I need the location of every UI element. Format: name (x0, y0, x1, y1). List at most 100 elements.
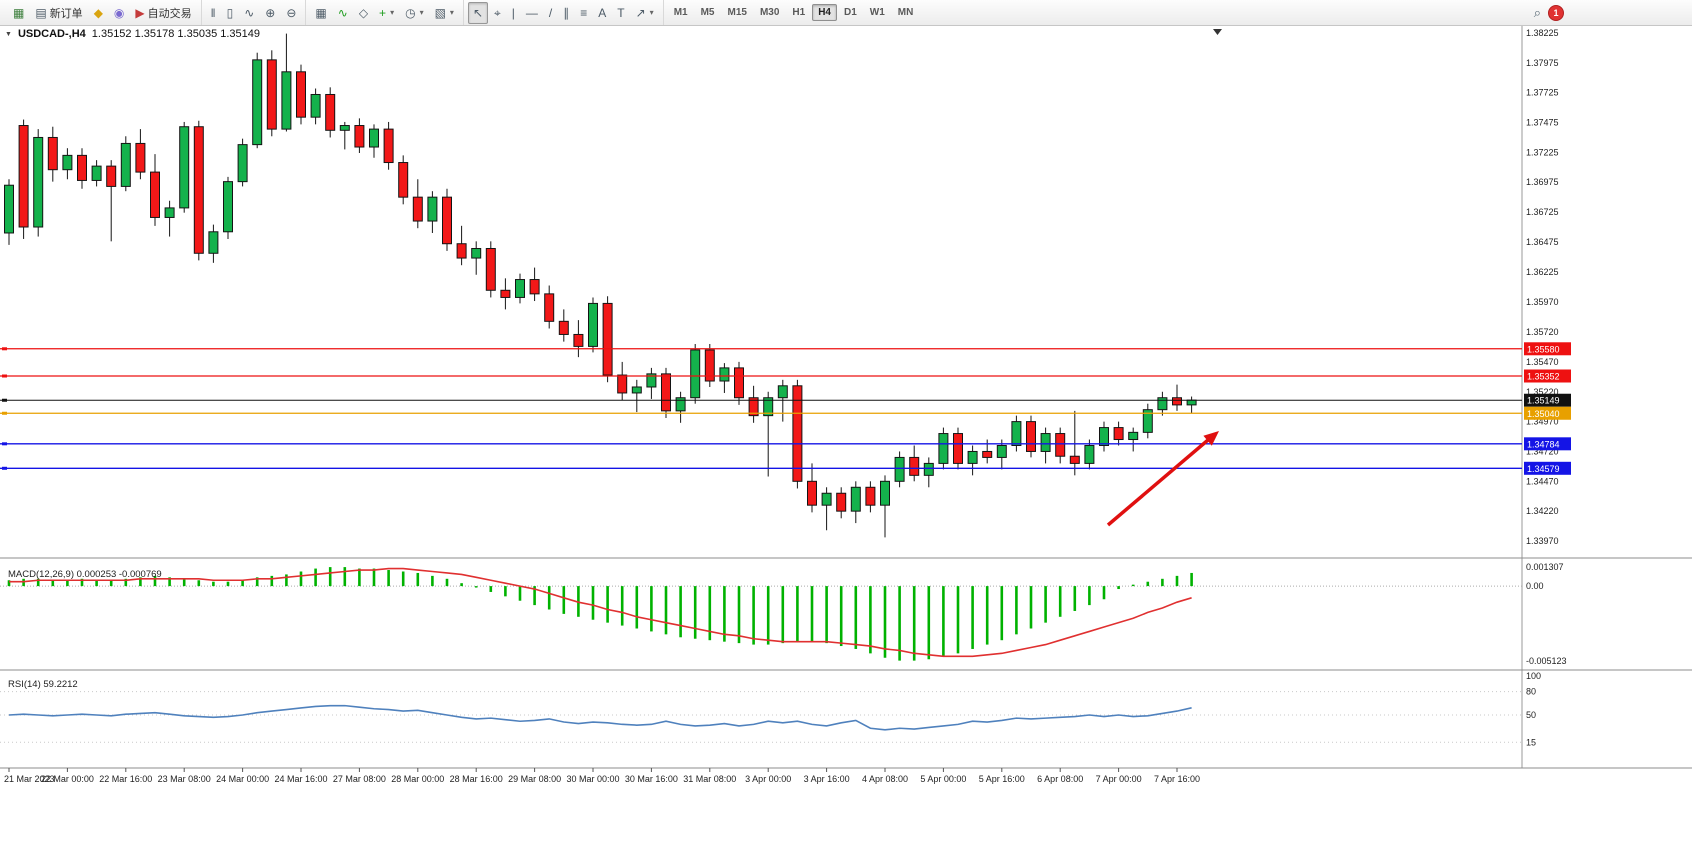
candle (4, 184, 14, 234)
horizontal-line-button[interactable]: — (521, 2, 543, 24)
timeframe-m15[interactable]: M15 (727, 7, 747, 18)
text-tool-button[interactable]: A (593, 2, 611, 24)
tile-windows-button[interactable]: ▦ (310, 2, 331, 24)
arrows-button[interactable]: ↗ ▾ (631, 2, 659, 24)
timeframe-m1[interactable]: M1 (673, 7, 688, 18)
chart-shift-marker-icon[interactable] (1213, 29, 1222, 35)
line-chart-mode-button[interactable]: ∿ (239, 2, 259, 24)
search-icon[interactable]: ⌕ (1533, 5, 1541, 20)
trendline-button[interactable]: / (544, 2, 557, 24)
candle (938, 433, 949, 464)
line-handle[interactable] (2, 442, 7, 446)
trend-arrow[interactable] (1106, 431, 1219, 527)
panel-separators (0, 557, 1692, 769)
line-handle[interactable] (2, 411, 7, 415)
candle (953, 433, 963, 464)
candle (529, 279, 540, 295)
auto-trading-label: 自动交易 (147, 7, 192, 20)
price-badge-label: 1.34579 (1527, 464, 1560, 474)
new-order-label: 新订单 (49, 7, 83, 20)
auto-trading-button[interactable]: ▶ 自动交易 (130, 2, 196, 24)
crosshair-button[interactable]: ⌖ (489, 2, 506, 24)
candle (369, 128, 379, 148)
candle (252, 59, 263, 146)
notification-badge[interactable]: 1 (1548, 5, 1564, 21)
price-badge-label: 1.35352 (1527, 372, 1560, 382)
zoom-out-button[interactable]: ⊖ (281, 2, 301, 24)
new-chart-button[interactable]: ▦ (8, 2, 29, 24)
crosshair-icon: ⌖ (494, 5, 501, 20)
candle (850, 486, 861, 512)
profiles-button[interactable]: ◆ (89, 2, 108, 24)
candle (909, 456, 920, 476)
new-order-icon: ▤ (35, 5, 47, 20)
add-indicator-button[interactable]: + ▾ (374, 2, 399, 24)
time-axis-label: 4 Apr 08:00 (862, 774, 908, 784)
price-scale[interactable]: 1.38225 1.37975 1.37725 1.37475 1.37225 1.369… (1521, 26, 1559, 768)
price-axis-label: 1.37475 (1526, 118, 1559, 128)
toolbar-groups: ▦ ▤ 新订单 ◆ ◉ ▶ 自动交易 ‖ ▯ ∿ ⊕ ⊖ ▦ ∿ ◇ + ▾ ◷ ▾ ▧ ▾ ↖ ⌖ | — / ∥ ≡ A T ↗ ▾ (4, 0, 664, 25)
timeframe-h4[interactable]: H4 (812, 4, 837, 21)
templates-icon: ▧ (434, 5, 446, 20)
line-handle[interactable] (2, 398, 7, 402)
time-axis-label: 23 Mar 08:00 (158, 774, 211, 784)
toolbar-group: ▦ ▤ 新订单 ◆ ◉ ▶ 自动交易 (4, 0, 202, 25)
candle (1142, 409, 1153, 433)
candle (1069, 455, 1080, 464)
timeframe-w1[interactable]: W1 (869, 7, 885, 18)
price-badge-label: 1.35580 (1527, 344, 1560, 354)
hline-layer: 1.35580 1.35352 1.35149 1.35040 1.34784 1.345… (0, 342, 1571, 475)
bar-chart-mode-button[interactable]: ‖ (206, 2, 221, 24)
line-handle[interactable] (2, 466, 7, 470)
candle (383, 128, 394, 164)
chart-window: ▼ USDCAD-,H4 1.35152 1.35178 1.35035 1.3… (0, 26, 1692, 850)
chevron-down-icon: ▾ (419, 8, 424, 17)
chart-symbol-period: USDCAD-,H4 (17, 28, 86, 40)
price-axis-label: 1.37725 (1526, 88, 1559, 98)
price-badge-label: 1.34784 (1527, 439, 1560, 449)
chart-ohlc-values: 1.35152 1.35178 1.35035 1.35149 (91, 28, 260, 40)
new-order-button[interactable]: ▤ 新订单 (30, 2, 87, 24)
time-axis-label: 28 Mar 00:00 (391, 774, 444, 784)
candle (500, 289, 511, 298)
price-axis-label: 1.35970 (1526, 297, 1559, 307)
trendline-icon: / (548, 5, 553, 20)
timeframe-mn[interactable]: MN (897, 7, 914, 18)
price-axis-label: 1.36475 (1526, 237, 1559, 247)
candle (836, 492, 847, 512)
vertical-line-button[interactable]: | (507, 2, 520, 24)
candle (661, 373, 671, 412)
timeframe-m5[interactable]: M5 (700, 7, 715, 18)
indicator-list-button[interactable]: ∿ (333, 2, 353, 24)
equidistant-channel-icon: ∥ (563, 5, 570, 20)
candle (894, 456, 905, 482)
candle (1055, 433, 1066, 457)
timeframe-h1[interactable]: H1 (792, 7, 806, 18)
community-button[interactable]: ◉ (109, 2, 129, 24)
timeframe-d1[interactable]: D1 (844, 7, 857, 18)
toolbar-group: ↖ ⌖ | — / ∥ ≡ A T ↗ ▾ (464, 0, 664, 25)
time-axis-label: 24 Mar 16:00 (274, 774, 327, 784)
timeframe-m30[interactable]: M30 (759, 7, 780, 18)
candlestick-mode-button[interactable]: ▯ (222, 2, 239, 24)
cursor-button[interactable]: ↖ (467, 1, 488, 24)
new-chart-icon: ▦ (13, 5, 25, 20)
periods-button[interactable]: ◷ ▾ (400, 2, 429, 24)
zoom-in-button[interactable]: ⊕ (260, 2, 280, 24)
time-axis-label: 3 Apr 00:00 (745, 774, 791, 784)
templates-button[interactable]: ▧ ▾ (430, 2, 459, 24)
fibonacci-button[interactable]: ≡ (575, 2, 592, 24)
price-axis-label: 1.36975 (1526, 177, 1559, 187)
line-handle[interactable] (2, 374, 7, 378)
object-list-button[interactable]: ◇ (354, 2, 373, 24)
one-click-expander-icon[interactable]: ▼ (5, 30, 12, 38)
line-handle[interactable] (2, 347, 7, 351)
text-label-button[interactable]: T (612, 2, 629, 24)
candle (354, 125, 365, 148)
price-axis-label: 1.35470 (1526, 357, 1559, 367)
equidistant-channel-button[interactable]: ∥ (558, 2, 574, 24)
time-axis-label: 27 Mar 08:00 (333, 774, 386, 784)
community-icon: ◉ (113, 5, 125, 20)
time-axis-label: 29 Mar 08:00 (508, 774, 561, 784)
